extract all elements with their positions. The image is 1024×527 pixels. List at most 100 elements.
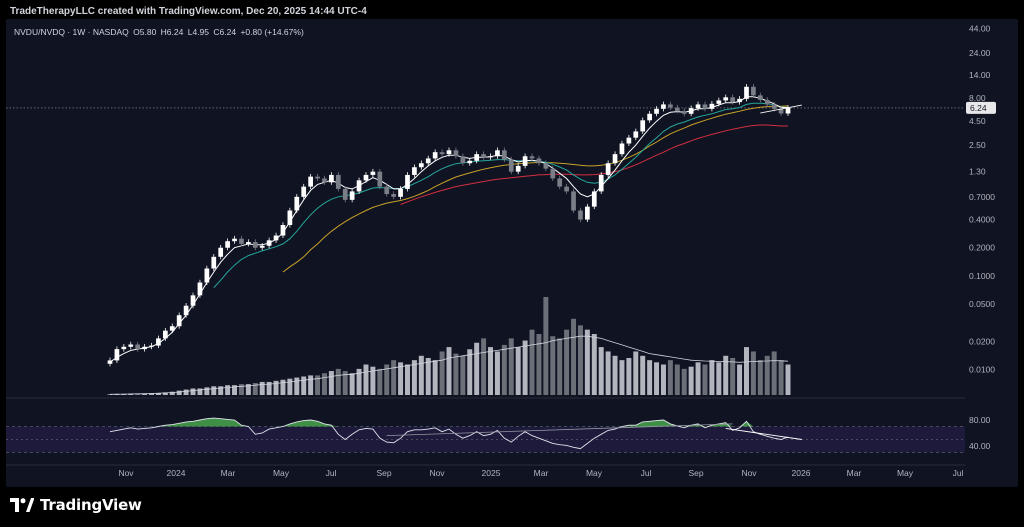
- candle-body: [529, 156, 535, 159]
- volume-bar: [737, 364, 743, 395]
- candle-body: [585, 206, 590, 220]
- volume-bar: [377, 368, 383, 395]
- oscillator-overbought-fill: [282, 420, 339, 427]
- volume-bar: [349, 373, 355, 395]
- volume-bar: [432, 360, 438, 395]
- price-chart-svg[interactable]: 44.00 24.00 14.00 8.00 4.50 2.50 1.30 0.7000 0.4…: [6, 19, 1018, 487]
- candle-body: [723, 97, 729, 101]
- candle-body: [668, 104, 673, 108]
- volume-bars: [107, 297, 791, 395]
- volume-bar: [716, 362, 722, 395]
- candle-body: [398, 188, 403, 197]
- volume-bar: [245, 384, 251, 395]
- candle-body: [370, 171, 376, 175]
- candle-body: [674, 107, 680, 111]
- volume-bar: [730, 357, 736, 395]
- volume-bar: [273, 380, 279, 395]
- candle-body: [771, 104, 777, 109]
- price-tick-label: 24.00: [969, 48, 991, 58]
- volume-bar: [335, 368, 341, 395]
- volume-bar: [474, 342, 480, 395]
- volume-bar: [681, 368, 687, 395]
- candle-body: [640, 120, 646, 132]
- volume-bar: [301, 376, 307, 395]
- ma-fast-line: [109, 96, 788, 363]
- candle-body: [273, 235, 279, 241]
- volume-bar: [204, 387, 210, 395]
- time-tick-label: Sep: [688, 468, 703, 478]
- ma-slow-line: [282, 105, 789, 273]
- candle-body: [162, 330, 168, 339]
- price-tick-label: 4.50: [969, 116, 986, 126]
- volume-bar: [488, 347, 494, 395]
- tradingview-logo[interactable]: TradingView: [10, 496, 142, 514]
- volume-bar: [494, 351, 500, 395]
- chart-panel[interactable]: 44.00 24.00 14.00 8.00 4.50 2.50 1.30 0.7000 0.4…: [6, 19, 1018, 487]
- candle-body: [204, 268, 210, 283]
- candle-body: [737, 98, 742, 103]
- volume-bar: [363, 364, 369, 395]
- volume-bar: [169, 391, 175, 395]
- candle-body: [349, 191, 355, 200]
- chart-attribution: TradeTherapyLLC created with TradingView…: [10, 6, 367, 17]
- candle-body: [218, 247, 224, 257]
- volume-bar: [702, 364, 708, 395]
- price-tick-label: 0.0500: [969, 299, 995, 309]
- volume-bar: [211, 386, 217, 395]
- symbol-legend[interactable]: NVDU/NVDQ · 1W · NASDAQ O5.80 H6.24 L4.9…: [14, 27, 306, 37]
- volume-bar: [280, 379, 286, 395]
- candle-body: [169, 326, 175, 331]
- candle-body: [363, 174, 369, 181]
- candle-body: [107, 360, 113, 364]
- volume-bar: [135, 393, 141, 395]
- volume-bar: [197, 388, 203, 395]
- symbol-name[interactable]: NVDU/NVDQ · 1W · NASDAQ: [14, 27, 129, 37]
- candle-body: [335, 174, 341, 189]
- volume-bar: [750, 351, 756, 395]
- volume-bar: [391, 360, 397, 395]
- volume-bar: [411, 360, 417, 395]
- candle-body: [315, 176, 320, 179]
- volume-bar: [328, 371, 334, 395]
- candle-body: [446, 150, 452, 155]
- volume-bar: [439, 351, 445, 395]
- price-tick-label: 1.30: [969, 167, 986, 177]
- time-tick-label: 2025: [482, 468, 501, 478]
- volume-bar: [605, 351, 611, 395]
- candle-body: [474, 154, 480, 161]
- candle-body: [647, 113, 652, 121]
- oscillator-tick-label: 80.00: [969, 415, 991, 425]
- candle-body: [384, 186, 390, 195]
- volume-bar: [155, 392, 161, 395]
- candle-body: [751, 86, 756, 96]
- volume-bar: [467, 349, 473, 395]
- volume-bar: [142, 393, 148, 395]
- volume-bar: [252, 383, 258, 395]
- volume-bar: [550, 336, 556, 395]
- candle-body: [239, 238, 244, 244]
- candle-body: [619, 143, 625, 155]
- volume-bar: [315, 375, 321, 395]
- volume-bar: [218, 386, 224, 395]
- volume-bar: [529, 329, 535, 395]
- candle-body: [322, 178, 327, 183]
- price-tick-label: 0.0100: [969, 364, 995, 374]
- price-tick-label: 2.50: [969, 140, 986, 150]
- candle-body: [467, 160, 473, 164]
- candle-body: [695, 104, 701, 109]
- volume-bar: [626, 357, 632, 395]
- price-trendline: [760, 104, 802, 114]
- candle-body: [405, 174, 410, 189]
- candle-body: [757, 95, 763, 100]
- volume-bar: [398, 362, 404, 395]
- candle-body: [598, 174, 604, 192]
- price-tick-label: 0.7000: [969, 192, 995, 202]
- volume-bar: [176, 390, 182, 395]
- candle-body: [501, 150, 507, 160]
- price-tick-label: 0.4000: [969, 215, 995, 225]
- time-tick-label: Jul: [641, 468, 652, 478]
- candle-body: [114, 349, 120, 361]
- time-tick-label: May: [273, 468, 290, 478]
- candle-body: [688, 108, 694, 114]
